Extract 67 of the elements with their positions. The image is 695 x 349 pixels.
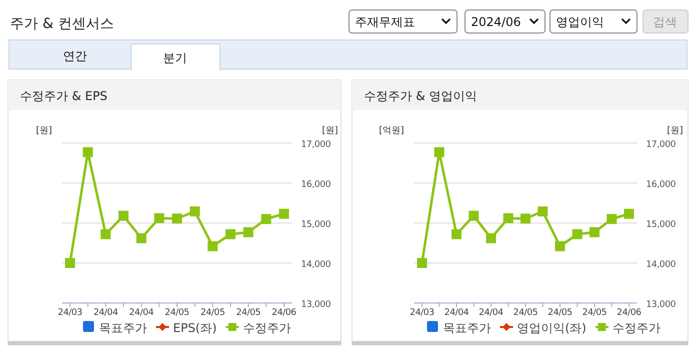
point [572, 229, 582, 240]
y2-tick-label: 16,000 [301, 180, 332, 190]
point [624, 208, 634, 219]
point [538, 206, 548, 216]
point [520, 214, 530, 224]
point [243, 227, 254, 238]
y2-tick-label: 14,000 [646, 260, 676, 270]
point [279, 208, 289, 219]
point [100, 229, 111, 240]
point [452, 229, 462, 240]
x-tick-label: 24/05 [582, 308, 607, 318]
x-tick-label: 24/05 [200, 308, 225, 318]
x-tick-label: 24/05 [236, 308, 261, 318]
y2-tick-label: 17,000 [646, 140, 676, 150]
y-axis-title: [원] [36, 126, 52, 136]
y2-tick-label: 14,000 [301, 260, 332, 270]
button: 검색 [642, 10, 688, 34]
point [154, 213, 164, 224]
y2-axis-title: [원] [322, 126, 338, 136]
chart-title: 수정주가 & EPS [20, 89, 108, 103]
point [606, 214, 617, 224]
legend-label: 목표주가 [99, 321, 147, 335]
select: 주재무제표 [348, 10, 458, 34]
y2-tick-label: 17,000 [301, 140, 332, 150]
y2-tick-label: 16,000 [646, 180, 676, 190]
x-tick-label: 24/04 [478, 308, 504, 318]
point [261, 214, 272, 224]
point [190, 206, 200, 216]
x-tick-label: 24/06 [272, 308, 297, 318]
point [118, 210, 128, 221]
header: 주가 & 컨센서스 주재무제표 2024/06 영업이익 검색 연간 분기 [8, 10, 688, 71]
point [486, 233, 496, 244]
legend-label: 영업이익(좌) [517, 321, 586, 335]
legend-label: 목표주가 [443, 321, 491, 335]
point [208, 241, 218, 252]
point [136, 233, 146, 244]
point [65, 258, 75, 268]
point [503, 213, 514, 224]
x-tick-label: 24/03 [410, 308, 434, 318]
point [417, 258, 427, 268]
y-axis-title: [억원] [378, 126, 404, 136]
y2-tick-label: 13,000 [646, 300, 676, 310]
x-tick-label: 24/03 [58, 308, 82, 318]
point [172, 214, 182, 224]
point [82, 147, 93, 158]
legend-label: 수정주가 [242, 321, 291, 335]
legend-label: EPS(좌) [173, 321, 217, 335]
x-tick-label: 24/05 [164, 308, 190, 318]
y2-axis-title: [원] [667, 126, 684, 136]
point [434, 147, 444, 158]
x-tick-label: 24/06 [616, 308, 642, 318]
point [590, 227, 600, 238]
y2-tick-label: 13,000 [301, 300, 332, 310]
point [468, 210, 479, 221]
point [555, 241, 565, 252]
select: 2024/06 [464, 10, 546, 34]
x-tick-label: 24/04 [444, 308, 470, 318]
y2-tick-label: 15,000 [301, 220, 332, 230]
x-tick-label: 24/05 [513, 308, 538, 318]
select: 영업이익 [550, 10, 638, 34]
chart-title: 수정주가 & 영업이익 [364, 89, 477, 103]
legend-label: 수정주가 [612, 321, 660, 335]
point [226, 229, 236, 240]
x-tick-label: 24/04 [129, 308, 154, 318]
x-tick-label: 24/04 [93, 308, 118, 318]
x-tick-label: 24/05 [548, 308, 572, 318]
y2-tick-label: 15,000 [646, 220, 676, 230]
